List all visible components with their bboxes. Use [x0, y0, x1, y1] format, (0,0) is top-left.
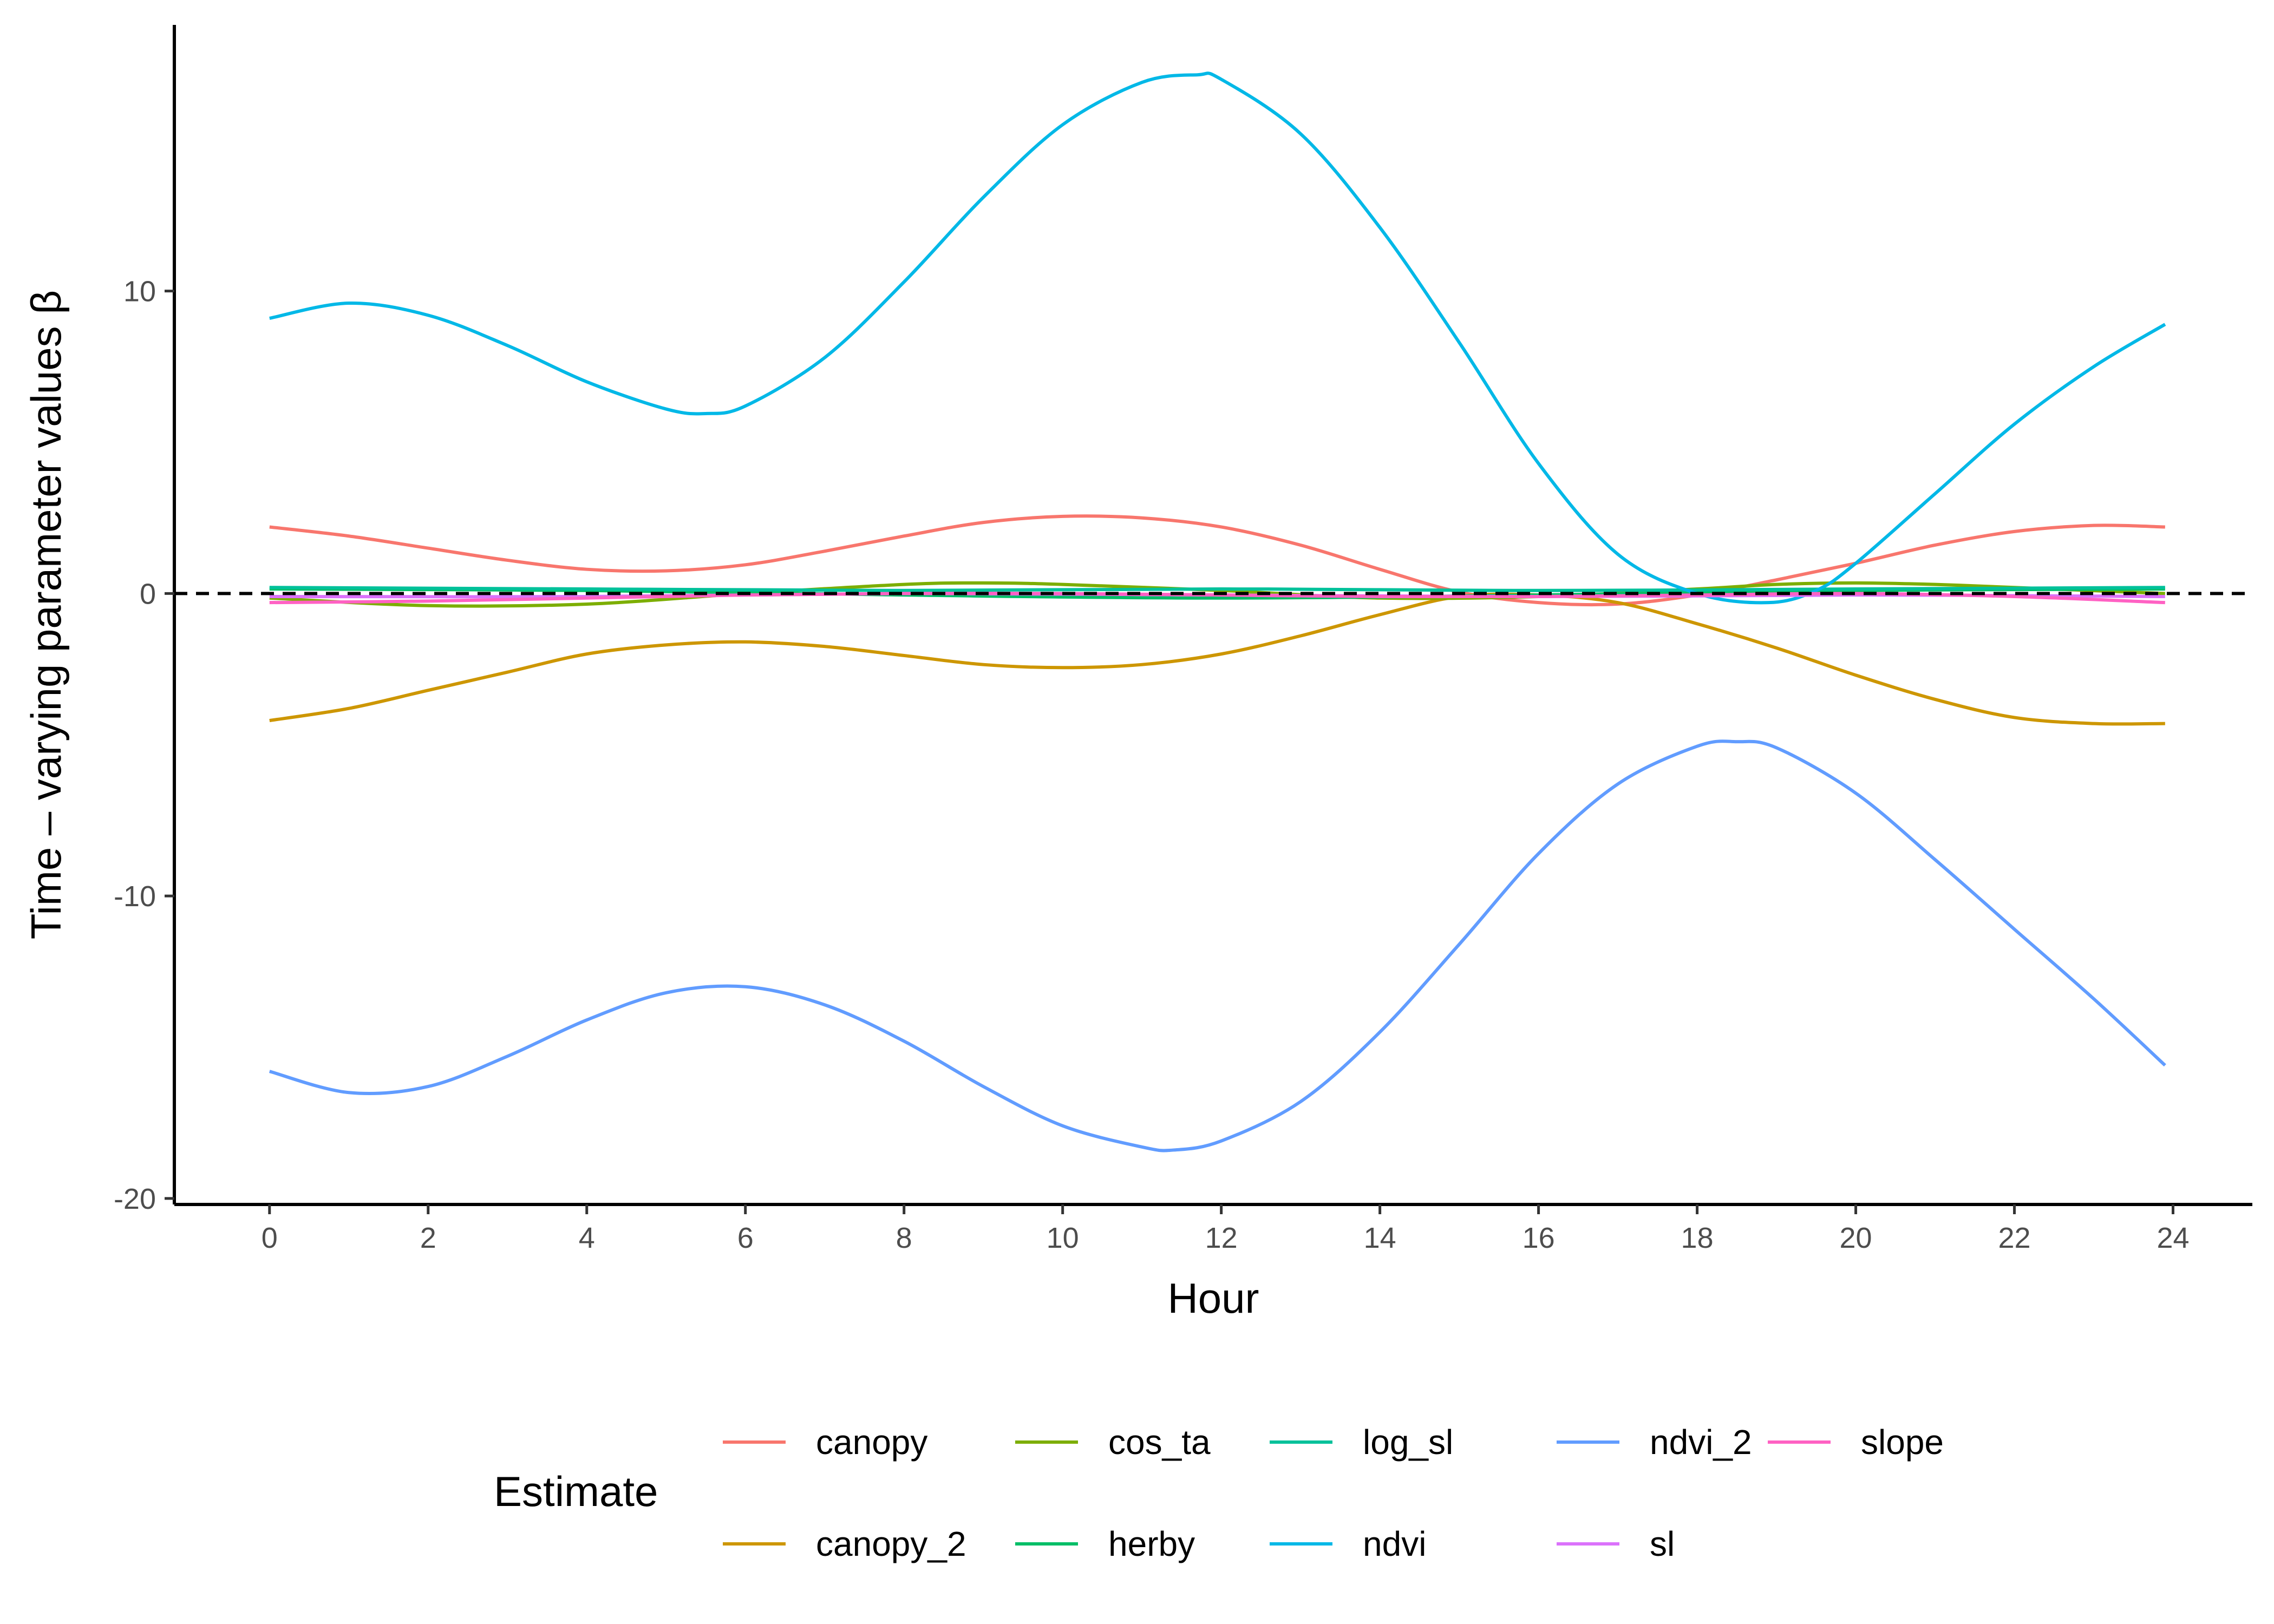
- x-tick-label: 22: [1998, 1222, 2030, 1254]
- legend-title: Estimate: [494, 1468, 658, 1515]
- x-axis-title: Hour: [1167, 1274, 1259, 1322]
- series-line-log_sl: [269, 586, 2165, 592]
- legend-label-slope: slope: [1861, 1423, 1944, 1462]
- series-line-cos_ta: [269, 581, 2165, 608]
- series-line-ndvi_2: [269, 739, 2166, 1152]
- x-tick-label: 10: [1047, 1222, 1079, 1254]
- series-line-ndvi: [269, 71, 2166, 605]
- legend-item-sl: sl: [1557, 1524, 1675, 1563]
- legend-item-canopy_2: canopy_2: [723, 1524, 966, 1563]
- y-axis-title: Time – varying parameter values β: [22, 290, 70, 939]
- axes: [173, 25, 2252, 1206]
- x-tick-label: 20: [1840, 1222, 1872, 1254]
- legend-label-herby: herby: [1108, 1524, 1195, 1563]
- y-tick-label: 10: [123, 276, 156, 308]
- legend-label-canopy_2: canopy_2: [816, 1524, 966, 1563]
- legend-item-ndvi: ndvi: [1270, 1524, 1426, 1563]
- x-tick-label: 0: [262, 1222, 278, 1254]
- legend-label-ndvi_2: ndvi_2: [1650, 1423, 1752, 1462]
- legend-item-herby: herby: [1015, 1524, 1195, 1563]
- legend-label-sl: sl: [1650, 1524, 1675, 1563]
- y-tick-label: -20: [114, 1183, 156, 1215]
- legend-label-ndvi: ndvi: [1363, 1524, 1426, 1563]
- x-tick-label: 4: [579, 1222, 595, 1254]
- y-tick-label: -10: [114, 880, 156, 913]
- series-line-canopy_2: [269, 592, 2165, 726]
- legend-label-log_sl: log_sl: [1363, 1423, 1453, 1462]
- legend-label-canopy: canopy: [816, 1423, 927, 1462]
- x-tick-label: 6: [737, 1222, 754, 1254]
- legend-item-slope: slope: [1768, 1423, 1944, 1462]
- x-tick-label: 2: [420, 1222, 436, 1254]
- x-tick-label: 24: [2157, 1222, 2189, 1254]
- legend-item-canopy: canopy: [723, 1423, 927, 1462]
- y-axis-ticks: -20 -10 0 10: [114, 276, 174, 1215]
- x-tick-label: 18: [1681, 1222, 1714, 1254]
- y-tick-label: 0: [140, 578, 156, 610]
- x-tick-label: 8: [896, 1222, 912, 1254]
- x-axis-ticks: 0 2 4 6 8 10 12 14 16 18 20 22 24: [262, 1204, 2190, 1254]
- x-tick-label: 12: [1205, 1222, 1238, 1254]
- legend-label-cos_ta: cos_ta: [1108, 1423, 1211, 1462]
- x-tick-label: 14: [1364, 1222, 1396, 1254]
- legend-item-ndvi_2: ndvi_2: [1557, 1423, 1752, 1462]
- legend-item-cos_ta: cos_ta: [1015, 1423, 1211, 1462]
- plot-lines: [269, 71, 2166, 1152]
- x-tick-label: 16: [1522, 1222, 1555, 1254]
- legend-item-log_sl: log_sl: [1270, 1423, 1453, 1462]
